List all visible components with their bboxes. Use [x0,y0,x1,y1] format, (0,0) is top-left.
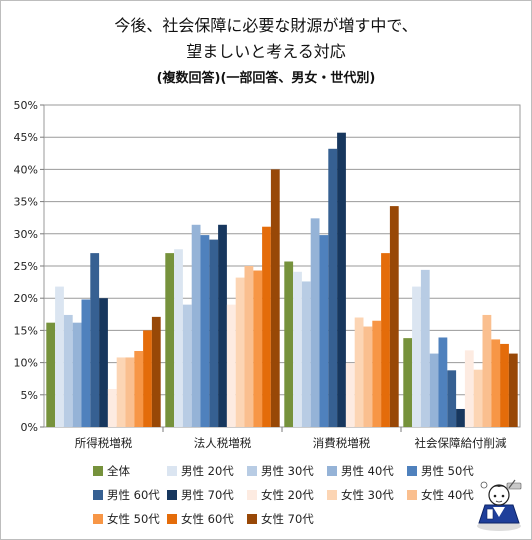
y-tick-label: 30% [14,228,38,241]
bar [209,239,219,427]
bar [99,298,108,427]
legend-swatch [167,466,177,476]
bar [447,370,457,427]
legend-swatch [93,466,103,476]
bar [381,253,390,427]
bar [372,320,382,427]
chart-title-line2: 望ましいと考える対応 [186,42,346,61]
bar [262,226,271,427]
legend-label: 男性 60代 [107,488,160,502]
y-tick-label: 45% [14,131,38,144]
bar [456,408,465,427]
bar [46,322,56,427]
bar [151,316,161,427]
legend-swatch [327,490,337,500]
bar [191,224,201,427]
bar [389,206,399,427]
bar [403,338,413,427]
bar [354,317,364,427]
bar [235,277,245,427]
bar [420,269,430,427]
legend-swatch [407,466,417,476]
bar [438,337,448,427]
legend-label: 女性 30代 [341,488,394,502]
legend-label: 男性 70代 [181,488,234,502]
legend-swatch [93,514,103,524]
bar [319,235,329,427]
bar [310,218,320,427]
legend-swatch [247,514,257,524]
bar [500,343,509,427]
legend-label: 女性 70代 [261,512,314,526]
bar [345,363,355,427]
chart-title-line1: 今後、社会保障に必要な財源が増す中で、 [114,16,417,35]
bar [218,224,227,427]
bar [134,351,144,427]
bar [293,271,302,427]
bar [174,249,183,427]
bar [143,330,152,427]
x-category-label: 消費税増税 [313,436,371,450]
legend-swatch [167,490,177,500]
y-tick-label: 5% [21,389,38,402]
legend-swatch [167,514,177,524]
bar [464,350,474,427]
x-category-label: 社会保障給付削減 [415,436,507,450]
bar [90,253,100,427]
legend-label: 全体 [107,464,130,478]
legend-swatch [327,466,337,476]
bar [508,353,518,427]
bar [81,299,91,427]
mascot-icon [477,479,522,531]
bar [284,261,294,427]
bar [253,270,263,427]
bar [491,339,501,427]
bar [429,353,439,427]
y-tick-label: 25% [14,260,38,273]
legend-label: 女性 20代 [261,488,314,502]
bar [200,235,210,427]
bar [328,148,338,428]
bar [116,357,126,427]
legend-label: 男性 40代 [341,464,394,478]
legend-label: 男性 30代 [261,464,314,478]
bar [63,314,73,427]
bar [270,169,280,427]
legend-swatch [407,490,417,500]
bar [107,389,117,427]
chart-subtitle: (複数回答)(一部回答、男女・世代別) [157,70,376,86]
legend-swatch [247,466,257,476]
legend-label: 女性 60代 [181,512,234,526]
bar [412,286,421,427]
y-tick-label: 50% [14,99,38,112]
x-category-label: 所得税増税 [75,436,133,450]
y-tick-label: 35% [14,196,38,209]
bar [72,322,82,427]
bar [226,304,236,427]
bar [125,357,135,427]
legend-label: 女性 40代 [421,488,474,502]
legend-swatch [93,490,103,500]
y-tick-label: 0% [21,421,38,434]
y-tick-label: 20% [14,292,38,305]
bar [165,253,175,427]
bar [337,132,346,427]
bar [363,326,373,427]
y-tick-label: 40% [14,163,38,176]
x-category-label: 法人税増税 [194,436,252,450]
legend-label: 男性 20代 [181,464,234,478]
legend-swatch [247,490,257,500]
bar [182,304,192,427]
y-tick-label: 15% [14,324,38,337]
bar [473,369,483,427]
bar [244,266,254,427]
bar [482,314,492,427]
legend-label: 男性 50代 [421,464,474,478]
y-tick-label: 10% [14,357,38,370]
bar [55,286,64,427]
legend-label: 女性 50代 [107,512,160,526]
bar [301,281,311,427]
